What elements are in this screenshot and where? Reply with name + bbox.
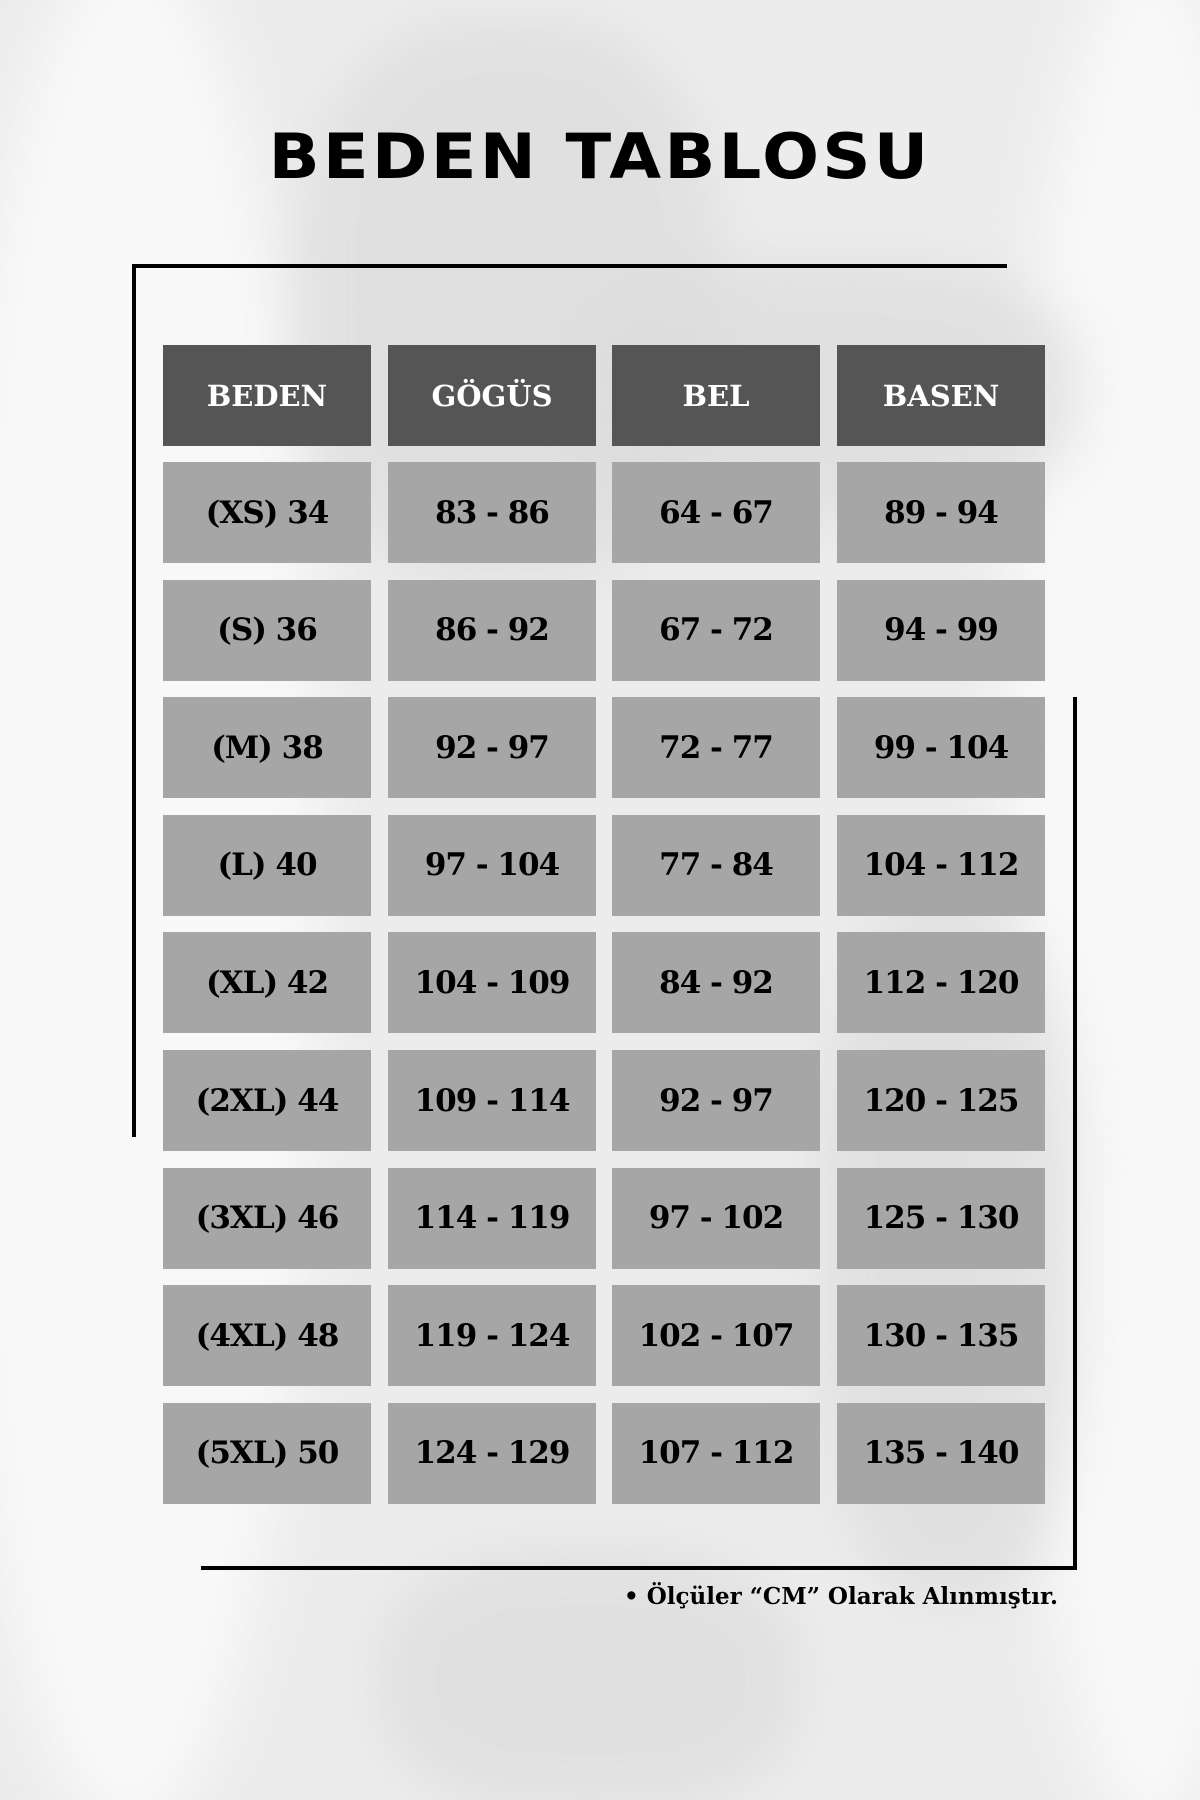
table-cell: 125 - 130 [837, 1167, 1045, 1269]
table-cell: 86 - 92 [388, 579, 596, 681]
table-cell: 72 - 77 [612, 697, 820, 799]
table-cell: (M) 38 [163, 697, 371, 799]
column-header: GÖGÜS [388, 345, 596, 446]
table-cell: (XS) 34 [163, 462, 371, 563]
column-header: BASEN [837, 345, 1045, 446]
table-cell: 104 - 109 [388, 932, 596, 1034]
table-cell: 112 - 120 [837, 932, 1045, 1034]
table-cell: 83 - 86 [388, 462, 596, 563]
table-cell: 124 - 129 [388, 1402, 596, 1504]
table-cell: 64 - 67 [612, 462, 820, 563]
table-cell: 102 - 107 [612, 1285, 820, 1387]
frame-top-line [134, 264, 1007, 268]
table-cell: (2XL) 44 [163, 1050, 371, 1151]
column-header: BEDEN [163, 345, 371, 446]
table-cell: (4XL) 48 [163, 1285, 371, 1387]
footnote: • Ölçüler “CM” Olarak Alınmıştır. [624, 1583, 1059, 1610]
table-cell: 107 - 112 [612, 1402, 820, 1504]
table-cell: (S) 36 [163, 579, 371, 681]
frame-right-line [1073, 697, 1077, 1570]
table-cell: 94 - 99 [837, 579, 1045, 681]
table-cell: (L) 40 [163, 814, 371, 916]
table-cell: 97 - 102 [612, 1167, 820, 1269]
table-cell: 67 - 72 [612, 579, 820, 681]
table-cell: 92 - 97 [388, 697, 596, 799]
table-cell: (3XL) 46 [163, 1167, 371, 1269]
table-cell: 92 - 97 [612, 1050, 820, 1151]
table-cell: 99 - 104 [837, 697, 1045, 799]
table-cell: 77 - 84 [612, 814, 820, 916]
table-cell: 84 - 92 [612, 932, 820, 1034]
table-cell: 97 - 104 [388, 814, 596, 916]
table-cell: 130 - 135 [837, 1285, 1045, 1387]
table-cell: (5XL) 50 [163, 1402, 371, 1504]
table-cell: 114 - 119 [388, 1167, 596, 1269]
table-cell: 135 - 140 [837, 1402, 1045, 1504]
table-cell: 89 - 94 [837, 462, 1045, 563]
frame-left-line [132, 264, 136, 1137]
page-title: BEDEN TABLOSU [268, 120, 932, 193]
table-cell: 109 - 114 [388, 1050, 596, 1151]
table-cell: 104 - 112 [837, 814, 1045, 916]
table-cell: (XL) 42 [163, 932, 371, 1034]
column-header: BEL [612, 345, 820, 446]
table-cell: 119 - 124 [388, 1285, 596, 1387]
table-cell: 120 - 125 [837, 1050, 1045, 1151]
frame-bottom-line [201, 1566, 1077, 1570]
